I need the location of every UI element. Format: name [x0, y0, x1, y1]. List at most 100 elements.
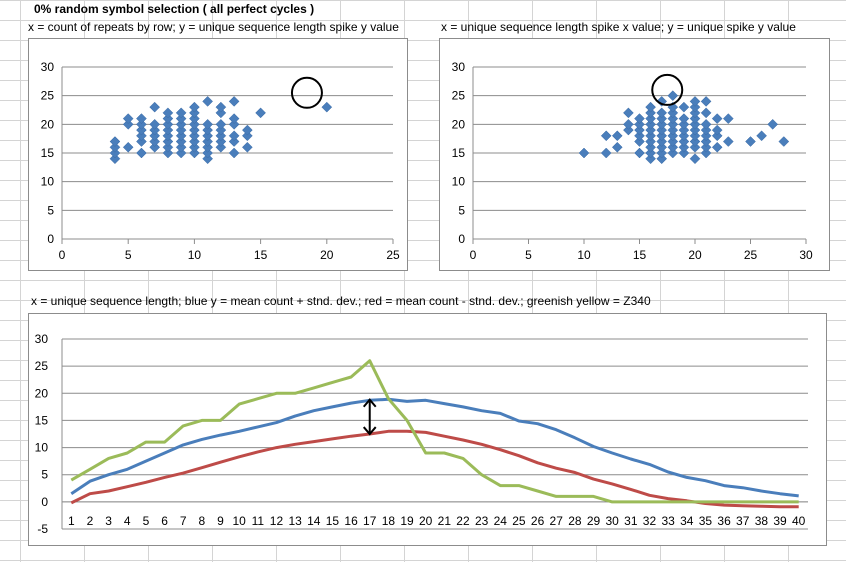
x-tick-label: 25 [512, 514, 526, 528]
data-point [149, 130, 161, 142]
data-point [656, 136, 668, 147]
x-tick-label: 25 [744, 248, 758, 262]
data-point [656, 124, 668, 136]
x-tick-label: 1 [68, 514, 75, 528]
data-point [623, 118, 634, 130]
data-point [678, 141, 690, 153]
data-point [162, 107, 174, 119]
data-point [149, 118, 161, 130]
data-point [175, 141, 187, 153]
data-point [215, 101, 227, 113]
x-tick-label: 6 [161, 514, 168, 528]
data-point [645, 124, 656, 136]
x-tick-label: 3 [105, 514, 112, 528]
data-point [634, 136, 645, 147]
data-point [623, 107, 634, 119]
data-point [189, 147, 200, 159]
data-point [745, 136, 756, 147]
x-tick-label: 39 [773, 514, 787, 528]
data-point [678, 136, 690, 147]
data-point [215, 141, 227, 153]
data-point [600, 130, 612, 142]
data-point [711, 124, 723, 136]
y-tick-label: 15 [35, 413, 49, 427]
data-point [175, 113, 187, 124]
x-tick-label: 30 [605, 514, 619, 528]
data-point [689, 130, 701, 142]
y-tick-label: 5 [458, 203, 465, 217]
data-point [162, 136, 174, 147]
data-point [700, 136, 712, 147]
data-point [611, 141, 623, 153]
data-point [255, 107, 266, 119]
data-point [645, 113, 656, 124]
data-point [656, 147, 668, 159]
data-point [700, 118, 712, 130]
y-tick-label: 20 [41, 117, 55, 131]
scatter-chart-repeats[interactable]: 0 5 10 15 20 25 30 0 5 10 15 20 25 [28, 38, 408, 271]
scatter-chart-spikes-svg: 0 5 10 15 20 25 30 0 5 10 15 20 25 30 [452, 60, 813, 262]
x-tick-label: 0 [470, 248, 477, 262]
data-point [136, 118, 147, 130]
data-point [689, 96, 701, 107]
x-tick-label: 32 [643, 514, 657, 528]
data-point [756, 130, 767, 142]
data-point [700, 124, 712, 136]
y-tick-label: -5 [37, 522, 48, 536]
data-point [700, 147, 712, 159]
x-tick-label: 5 [525, 248, 532, 262]
x-tick-label: 31 [624, 514, 638, 528]
chart-caption-3: x = unique sequence length; blue y = mea… [31, 294, 651, 308]
data-point [202, 141, 213, 153]
x-tick-label: 16 [344, 514, 358, 528]
data-point [162, 147, 174, 159]
data-point [678, 101, 690, 113]
data-point [242, 141, 253, 153]
data-point [678, 124, 690, 136]
line-chart-unique-length[interactable]: -5 0 5 10 15 20 25 30 1 2 3 4 5 6 7 8 9 10 11 12 13 14 15 16 17 1… [28, 313, 827, 546]
x-tick-label: 40 [792, 514, 806, 528]
data-point [678, 113, 690, 124]
data-point [189, 118, 200, 130]
data-point [189, 136, 200, 147]
arrow-head-up [362, 398, 377, 408]
x-tick-label: 19 [400, 514, 414, 528]
data-point [189, 130, 200, 142]
x-tick-label: 8 [199, 514, 206, 528]
x-tick-label: 37 [736, 514, 750, 528]
x-tick-label: 27 [550, 514, 564, 528]
x-tick-label: 21 [438, 514, 452, 528]
data-point [634, 124, 645, 136]
data-point [321, 101, 333, 113]
data-point [634, 147, 645, 159]
data-point [656, 153, 668, 165]
data-point [689, 136, 701, 147]
x-tick-label: 0 [59, 248, 66, 262]
x-tick-label: 11 [252, 514, 265, 528]
data-point [149, 141, 161, 153]
data-point [689, 141, 701, 153]
x-tick-label: 18 [382, 514, 396, 528]
y-tick-label: 0 [47, 232, 54, 246]
x-tick-label: 15 [633, 248, 647, 262]
data-point [122, 118, 134, 130]
scatter-chart-spikes[interactable]: 0 5 10 15 20 25 30 0 5 10 15 20 25 30 [439, 38, 830, 271]
x-tick-label: 30 [799, 248, 813, 262]
data-point [656, 113, 668, 124]
data-point [242, 124, 253, 136]
data-point [689, 113, 701, 124]
chart-caption-1: x = count of repeats by row; y = unique … [28, 20, 399, 34]
x-tick-label: 13 [288, 514, 302, 528]
data-point [645, 130, 656, 142]
data-point [162, 113, 174, 124]
data-point [202, 124, 213, 136]
data-point [109, 147, 121, 159]
y-tick-label: 30 [452, 60, 466, 74]
data-point [578, 147, 590, 159]
x-tick-label: 14 [307, 514, 321, 528]
y-tick-label: 25 [35, 359, 49, 373]
arrow-head-down [362, 426, 377, 436]
data-point [189, 124, 200, 136]
x-tick-label: 34 [680, 514, 694, 528]
